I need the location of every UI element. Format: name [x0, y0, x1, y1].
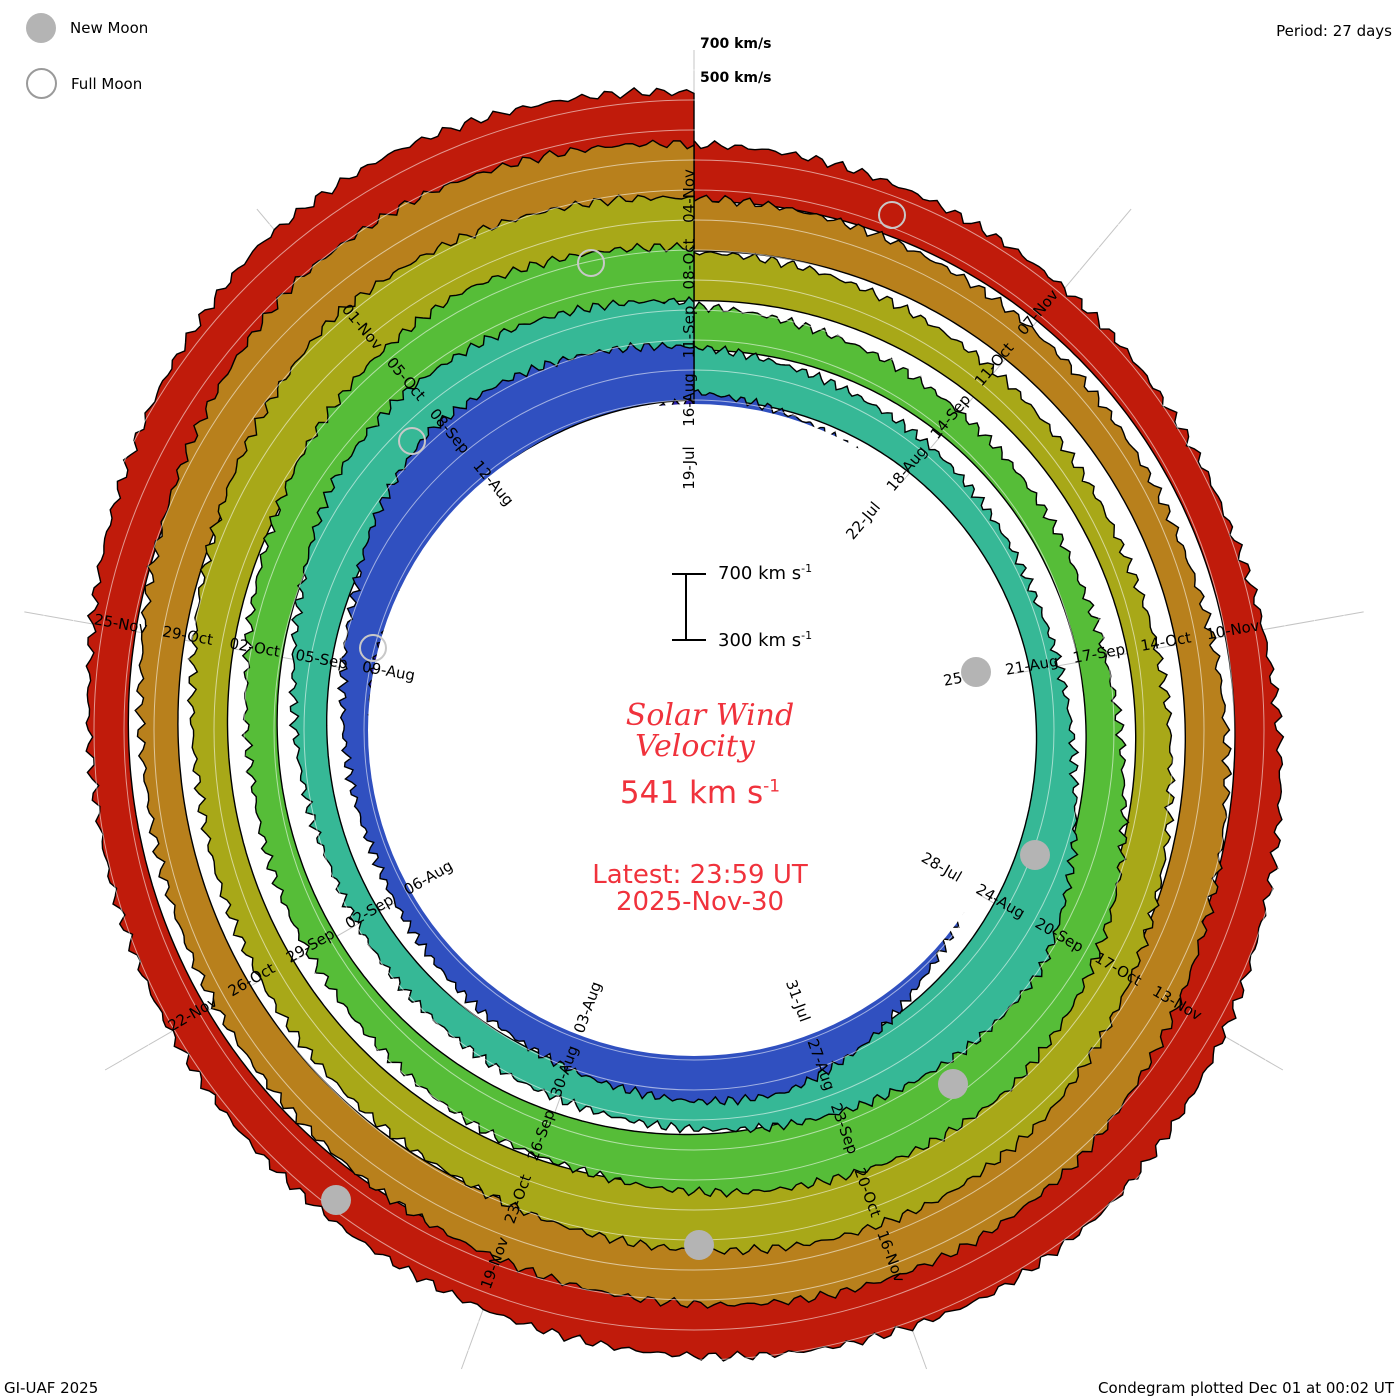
chart-title: Solar Wind Velocity	[625, 698, 795, 764]
scale-bar	[672, 573, 706, 641]
center-disk	[368, 404, 1020, 1056]
grid-circle	[33, 69, 1355, 1391]
outer-scale-label-700: 700 km/s	[700, 36, 771, 52]
footer-credit: GI-UAF 2025	[4, 1379, 99, 1397]
legend-new-moon-label: New Moon	[70, 19, 149, 37]
grid-circle	[213, 249, 1175, 1211]
legend-new-moon: New Moon	[26, 13, 148, 43]
grid-circle	[333, 369, 1055, 1091]
date-label: 16-Aug	[680, 373, 698, 426]
date-label: 11-Sep	[680, 306, 698, 359]
grid-circle	[303, 339, 1085, 1121]
grid-circle	[63, 99, 1325, 1361]
new-moon-icon	[26, 13, 56, 43]
grid-circle	[153, 189, 1235, 1271]
date-label: 08-Oct	[680, 238, 698, 289]
speed-grid-circles	[33, 69, 1355, 1391]
new-moon-marker	[961, 657, 991, 687]
grid-circle	[93, 129, 1295, 1331]
grid-circle	[273, 309, 1115, 1151]
new-moon-marker	[938, 1069, 968, 1099]
scale-top-label: 700 km s-1	[718, 562, 813, 584]
date-label: 04-Nov	[680, 169, 698, 223]
moon-markers	[321, 201, 1050, 1260]
legend-full-moon: Full Moon	[26, 68, 142, 99]
full-moon-icon	[26, 68, 57, 99]
new-moon-marker	[1020, 840, 1050, 870]
latest-time: Latest: 23:59 UT 2025-Nov-30	[592, 860, 808, 917]
full-moon-marker	[359, 634, 387, 662]
legend-full-moon-label: Full Moon	[71, 74, 143, 93]
full-moon-marker	[878, 201, 906, 229]
scale-bottom-label: 300 km s-1	[718, 629, 813, 651]
grid-circle	[243, 279, 1145, 1181]
grid-circle	[363, 399, 1025, 1061]
new-moon-marker	[321, 1185, 351, 1215]
footer-timestamp: Condegram plotted Dec 01 at 00:02 UT	[1098, 1379, 1394, 1397]
current-speed: 541 km s-1	[619, 775, 781, 811]
outer-scale-label-500: 500 km/s	[700, 70, 771, 86]
grid-circle	[123, 159, 1265, 1301]
period-label: Period: 27 days	[1276, 22, 1392, 40]
new-moon-marker	[684, 1230, 714, 1260]
full-moon-marker	[398, 427, 426, 455]
full-moon-marker	[577, 249, 605, 277]
date-label: 19-Jul	[680, 446, 698, 489]
